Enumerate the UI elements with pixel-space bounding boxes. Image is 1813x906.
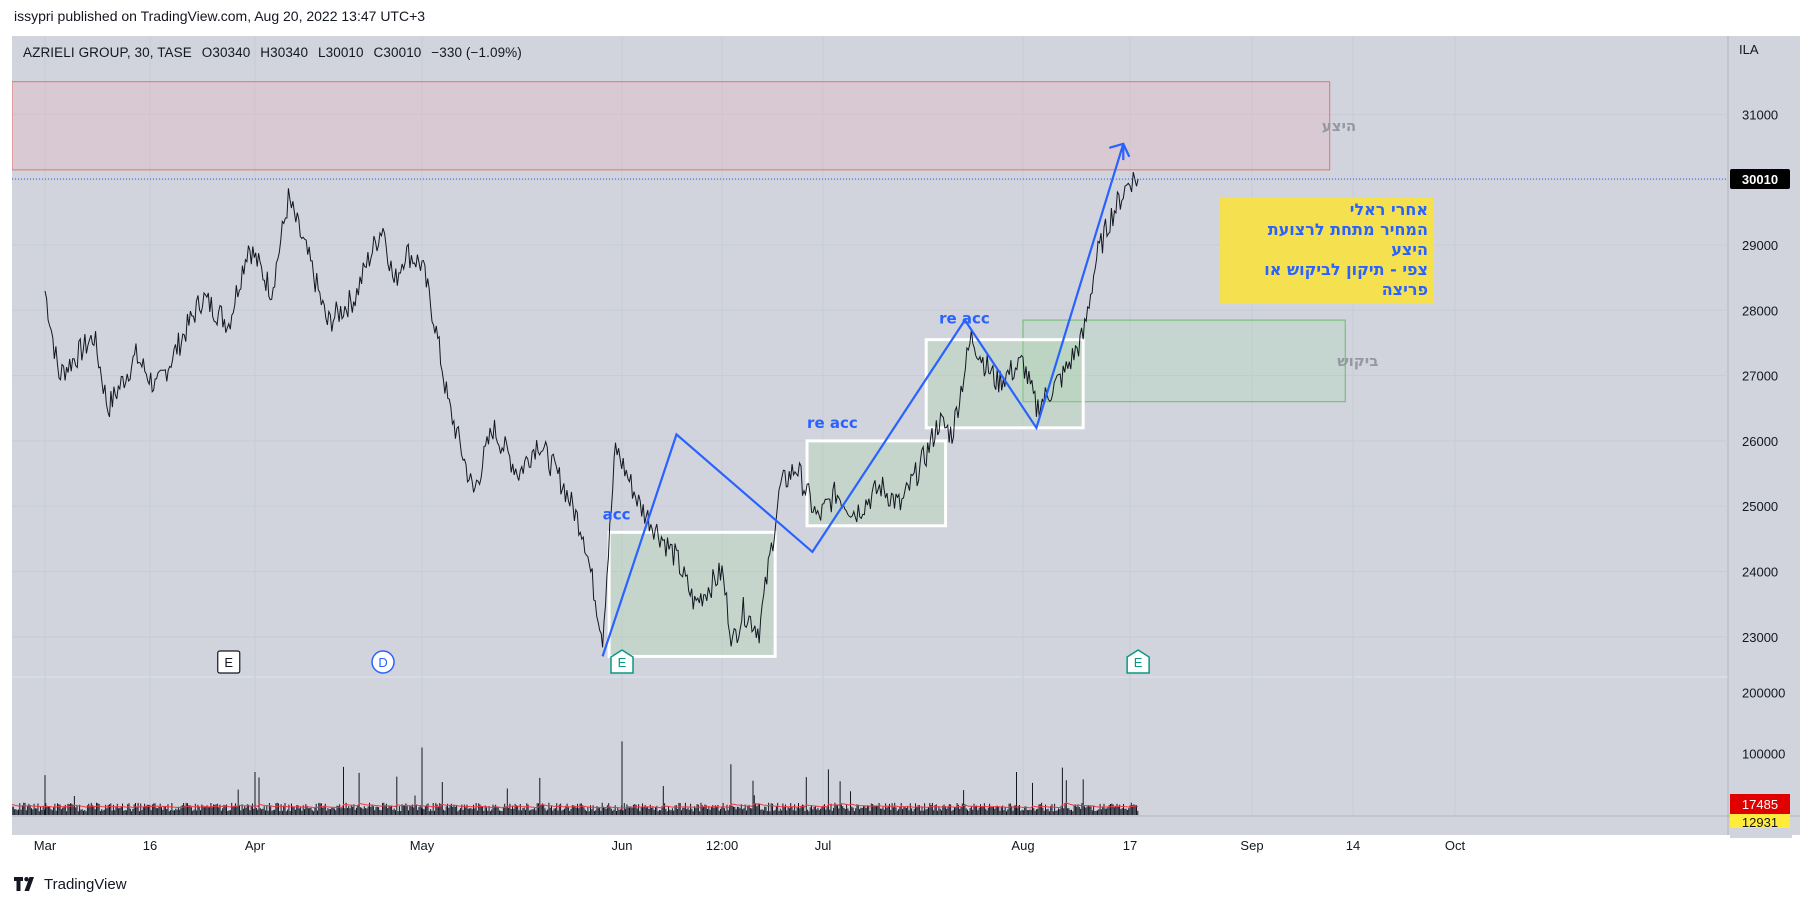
- scale-filler: [1730, 828, 1792, 838]
- pattern-label: re acc: [939, 309, 990, 327]
- note-line: היצע: [1391, 240, 1428, 259]
- earnings-marker-icon[interactable]: [217, 650, 241, 674]
- time-tick-label: May: [410, 838, 435, 853]
- event-marker-label: E: [224, 655, 233, 670]
- plot-background: [12, 36, 1728, 835]
- time-tick-label: 14: [1346, 838, 1360, 853]
- currency-label: ILA: [1739, 42, 1759, 57]
- earnings-marker-icon[interactable]: [1126, 649, 1150, 674]
- earnings-marker-icon[interactable]: [610, 649, 634, 674]
- time-tick-label: Jun: [612, 838, 633, 853]
- tradingview-brand[interactable]: TradingView: [14, 874, 127, 894]
- ohlc-open: O30340: [201, 45, 251, 60]
- price-tick-label: 24000: [1742, 565, 1778, 580]
- tradingview-logo-icon: [14, 877, 34, 891]
- supply-zone[interactable]: [12, 81, 1331, 171]
- volume-ma-line: [12, 802, 1138, 809]
- volume-bars[interactable]: [12, 741, 1139, 815]
- price-tick-label: 27000: [1742, 369, 1778, 384]
- pattern-label: re acc: [807, 414, 858, 432]
- volume-badge: [1730, 814, 1790, 828]
- note-line: צפי - תיקון לביקוש או: [1264, 260, 1428, 279]
- volume-ma-value: 17485: [1742, 797, 1778, 812]
- last-price-value: 30010: [1742, 172, 1778, 187]
- time-tick-label: Aug: [1011, 838, 1034, 853]
- time-tick-label: Oct: [1445, 838, 1466, 853]
- event-marker-label: D: [378, 655, 387, 670]
- ohlc-high: H30340: [260, 45, 309, 60]
- price-chart[interactable]: 2300024000250002600027000280002900030000…: [12, 36, 1800, 862]
- zone-label: היצע: [1322, 117, 1357, 135]
- symbol-name: AZRIELI GROUP, 30, TASE: [23, 45, 192, 60]
- zone-label: ביקוש: [1337, 352, 1378, 370]
- time-tick-label: Apr: [245, 838, 266, 853]
- volume-tick-label: 200000: [1742, 685, 1785, 700]
- accumulation-box[interactable]: [805, 439, 948, 528]
- volume-last-value: 12931: [1742, 815, 1778, 830]
- time-tick-label: Mar: [34, 838, 57, 853]
- time-tick-label: 12:00: [706, 838, 739, 853]
- price-tick-label: 31000: [1742, 107, 1778, 122]
- symbol-legend[interactable]: AZRIELI GROUP, 30, TASE O30340 H30340 L3…: [23, 45, 528, 60]
- time-tick-label: Sep: [1240, 838, 1263, 853]
- price-change: −330 (−1.09%): [431, 45, 522, 60]
- event-marker-label: E: [618, 655, 627, 670]
- brand-name: TradingView: [44, 875, 127, 893]
- price-tick-label: 29000: [1742, 238, 1778, 253]
- ohlc-close: C30010: [373, 45, 422, 60]
- time-tick-label: 17: [1123, 838, 1137, 853]
- note-line: אחרי ראלי: [1349, 200, 1428, 219]
- note-line: המחיר מתחת לרצועת: [1267, 220, 1428, 239]
- annotation-note[interactable]: אחרי ראלי המחיר מתחת לרצועת היצע צפי - ת…: [1220, 198, 1434, 304]
- volume-ma-badge: [1730, 794, 1790, 814]
- chart-area[interactable]: 2300024000250002600027000280002900030000…: [12, 36, 1800, 862]
- price-tick-label: 23000: [1742, 630, 1778, 645]
- demand-zone[interactable]: [1022, 319, 1346, 403]
- price-tick-label: 25000: [1742, 499, 1778, 514]
- price-tick-label: 26000: [1742, 434, 1778, 449]
- publisher-line: issypri published on TradingView.com, Au…: [14, 8, 426, 24]
- time-tick-label: 16: [143, 838, 157, 853]
- note-line: פריצה: [1381, 280, 1428, 299]
- volume-tick-label: 100000: [1742, 747, 1785, 762]
- pattern-label: acc: [603, 505, 631, 523]
- dividend-marker-icon[interactable]: [371, 650, 395, 674]
- arrow-head-icon: [1109, 142, 1131, 158]
- price-tick-label: 28000: [1742, 303, 1778, 318]
- time-tick-label: Jul: [815, 838, 832, 853]
- event-marker-label: E: [1134, 655, 1143, 670]
- last-price-badge: [1730, 169, 1790, 190]
- ohlc-low: L30010: [318, 45, 364, 60]
- price-series-line[interactable]: [44, 171, 1139, 648]
